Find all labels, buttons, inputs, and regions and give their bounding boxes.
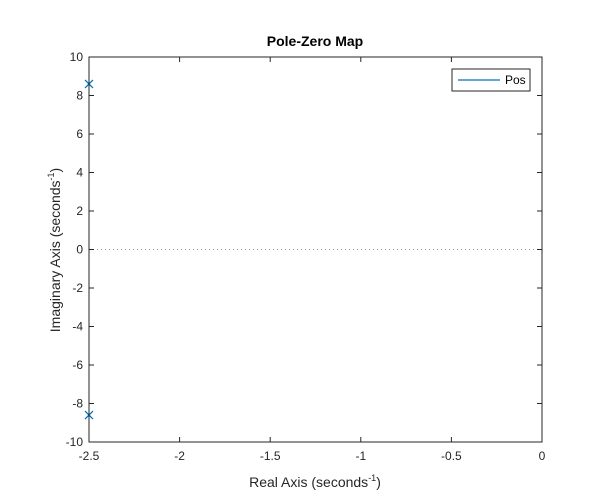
y-tick-label: -2 xyxy=(72,281,83,295)
y-tick-label: -6 xyxy=(72,358,83,372)
x-axis-label-text: Real Axis (seconds xyxy=(249,474,368,490)
y-tick-label: 6 xyxy=(76,127,83,141)
y-tick-label: 0 xyxy=(76,243,83,257)
x-axis-ticks: -2.5 -2 -1.5 -1 -0.5 0 xyxy=(79,57,546,463)
x-tick-label: -1 xyxy=(355,449,366,463)
y-tick-label: 2 xyxy=(76,204,83,218)
x-axis-label-tail: ) xyxy=(376,474,381,490)
x-tick-label: -1.5 xyxy=(260,449,281,463)
y-tick-label: 4 xyxy=(76,166,83,180)
y-tick-label: -4 xyxy=(72,320,83,334)
legend-entry-label: Pos xyxy=(505,73,526,87)
legend: Pos xyxy=(451,68,531,92)
y-axis-label: Imaginary Axis (seconds-1) xyxy=(46,168,63,332)
y-axis-label-superscript: -1 xyxy=(46,172,56,180)
y-tick-label: 8 xyxy=(76,89,83,103)
y-axis-label-tail: ) xyxy=(47,168,63,173)
chart-title: Pole-Zero Map xyxy=(267,33,363,49)
x-tick-label: -0.5 xyxy=(441,449,462,463)
x-axis-label-superscript: -1 xyxy=(368,473,376,483)
x-tick-label: -2 xyxy=(174,449,185,463)
x-axis-label: Real Axis (seconds-1) xyxy=(249,473,381,490)
y-axis-label-text: Imaginary Axis (seconds xyxy=(47,180,63,332)
plot-frame xyxy=(88,56,543,443)
y-tick-label: -10 xyxy=(66,435,84,449)
y-tick-label: 10 xyxy=(70,50,84,64)
x-tick-label: -2.5 xyxy=(79,449,100,463)
plot-area xyxy=(89,57,542,442)
x-tick-label: 0 xyxy=(539,449,546,463)
y-tick-label: -8 xyxy=(72,397,83,411)
